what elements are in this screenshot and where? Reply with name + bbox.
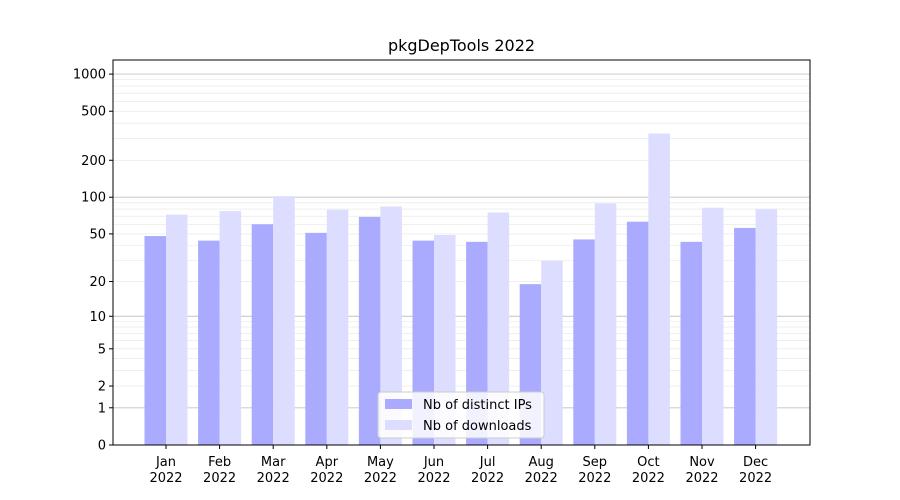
y-tick-label: 0 [98,439,106,454]
x-tick-label: Jan 2022 [149,455,182,486]
bar-downloads [702,207,724,445]
bar-ips [144,236,166,445]
bar-ips [251,224,274,445]
x-tick-label: Apr 2022 [310,455,343,486]
legend: Nb of distinct IPs Nb of downloads [377,391,545,439]
bar-downloads [326,209,349,445]
x-tick-label: Aug 2022 [525,455,558,486]
x-tick-label: Sep 2022 [578,455,611,486]
y-tick-label: 1000 [73,68,106,83]
y-tick-label: 5 [98,342,106,357]
y-axis: 0 1 2 5 10 20 50 100 200 500 1000 [73,68,113,454]
x-axis: Jan 2022 Feb 2022 Mar 2022 Apr 2022 May 2022 Jun 20… [149,445,772,486]
x-tick-label: Dec 2022 [739,455,772,486]
y-tick-label: 200 [81,154,106,169]
bar-downloads [166,214,188,445]
y-tick-label: 100 [81,191,106,206]
x-tick-label: Jun 2022 [417,455,450,486]
bar-ips [680,241,702,445]
bar-downloads [594,203,617,445]
legend-label: Nb of distinct IPs [423,398,532,413]
x-tick-label: Jul 2022 [471,455,504,486]
bar-downloads [755,209,778,445]
bar-downloads [219,211,242,445]
bar-downloads [273,196,295,445]
legend-swatch [385,399,412,409]
y-tick-label: 1 [98,401,106,416]
x-tick-label: Mar 2022 [257,455,290,486]
bar-downloads [648,133,670,445]
x-tick-label: May 2022 [364,455,397,486]
bar-ips [198,240,220,445]
x-tick-label: Nov 2022 [685,455,718,486]
bar-ips [734,227,756,445]
chart-title: pkgDepTools 2022 [388,36,535,55]
legend-label: Nb of downloads [423,419,532,434]
bar-downloads [380,206,402,445]
y-tick-label: 500 [81,105,106,120]
bar-downloads [541,260,563,445]
x-tick-label: Feb 2022 [203,455,236,486]
y-tick-label: 50 [89,227,106,242]
bar-ips [305,232,327,445]
y-tick-label: 2 [98,380,106,395]
bars-layer [144,133,778,445]
legend-box [377,391,545,439]
legend-swatch [385,420,412,430]
bar-ips [626,221,649,445]
plot-frame [112,59,811,446]
bar-downloads [487,212,510,445]
bar-ips [573,239,595,445]
bar-ips [358,216,381,445]
x-tick-label: Oct 2022 [632,455,665,486]
y-tick-label: 20 [89,275,106,290]
y-tick-label: 10 [89,310,106,325]
